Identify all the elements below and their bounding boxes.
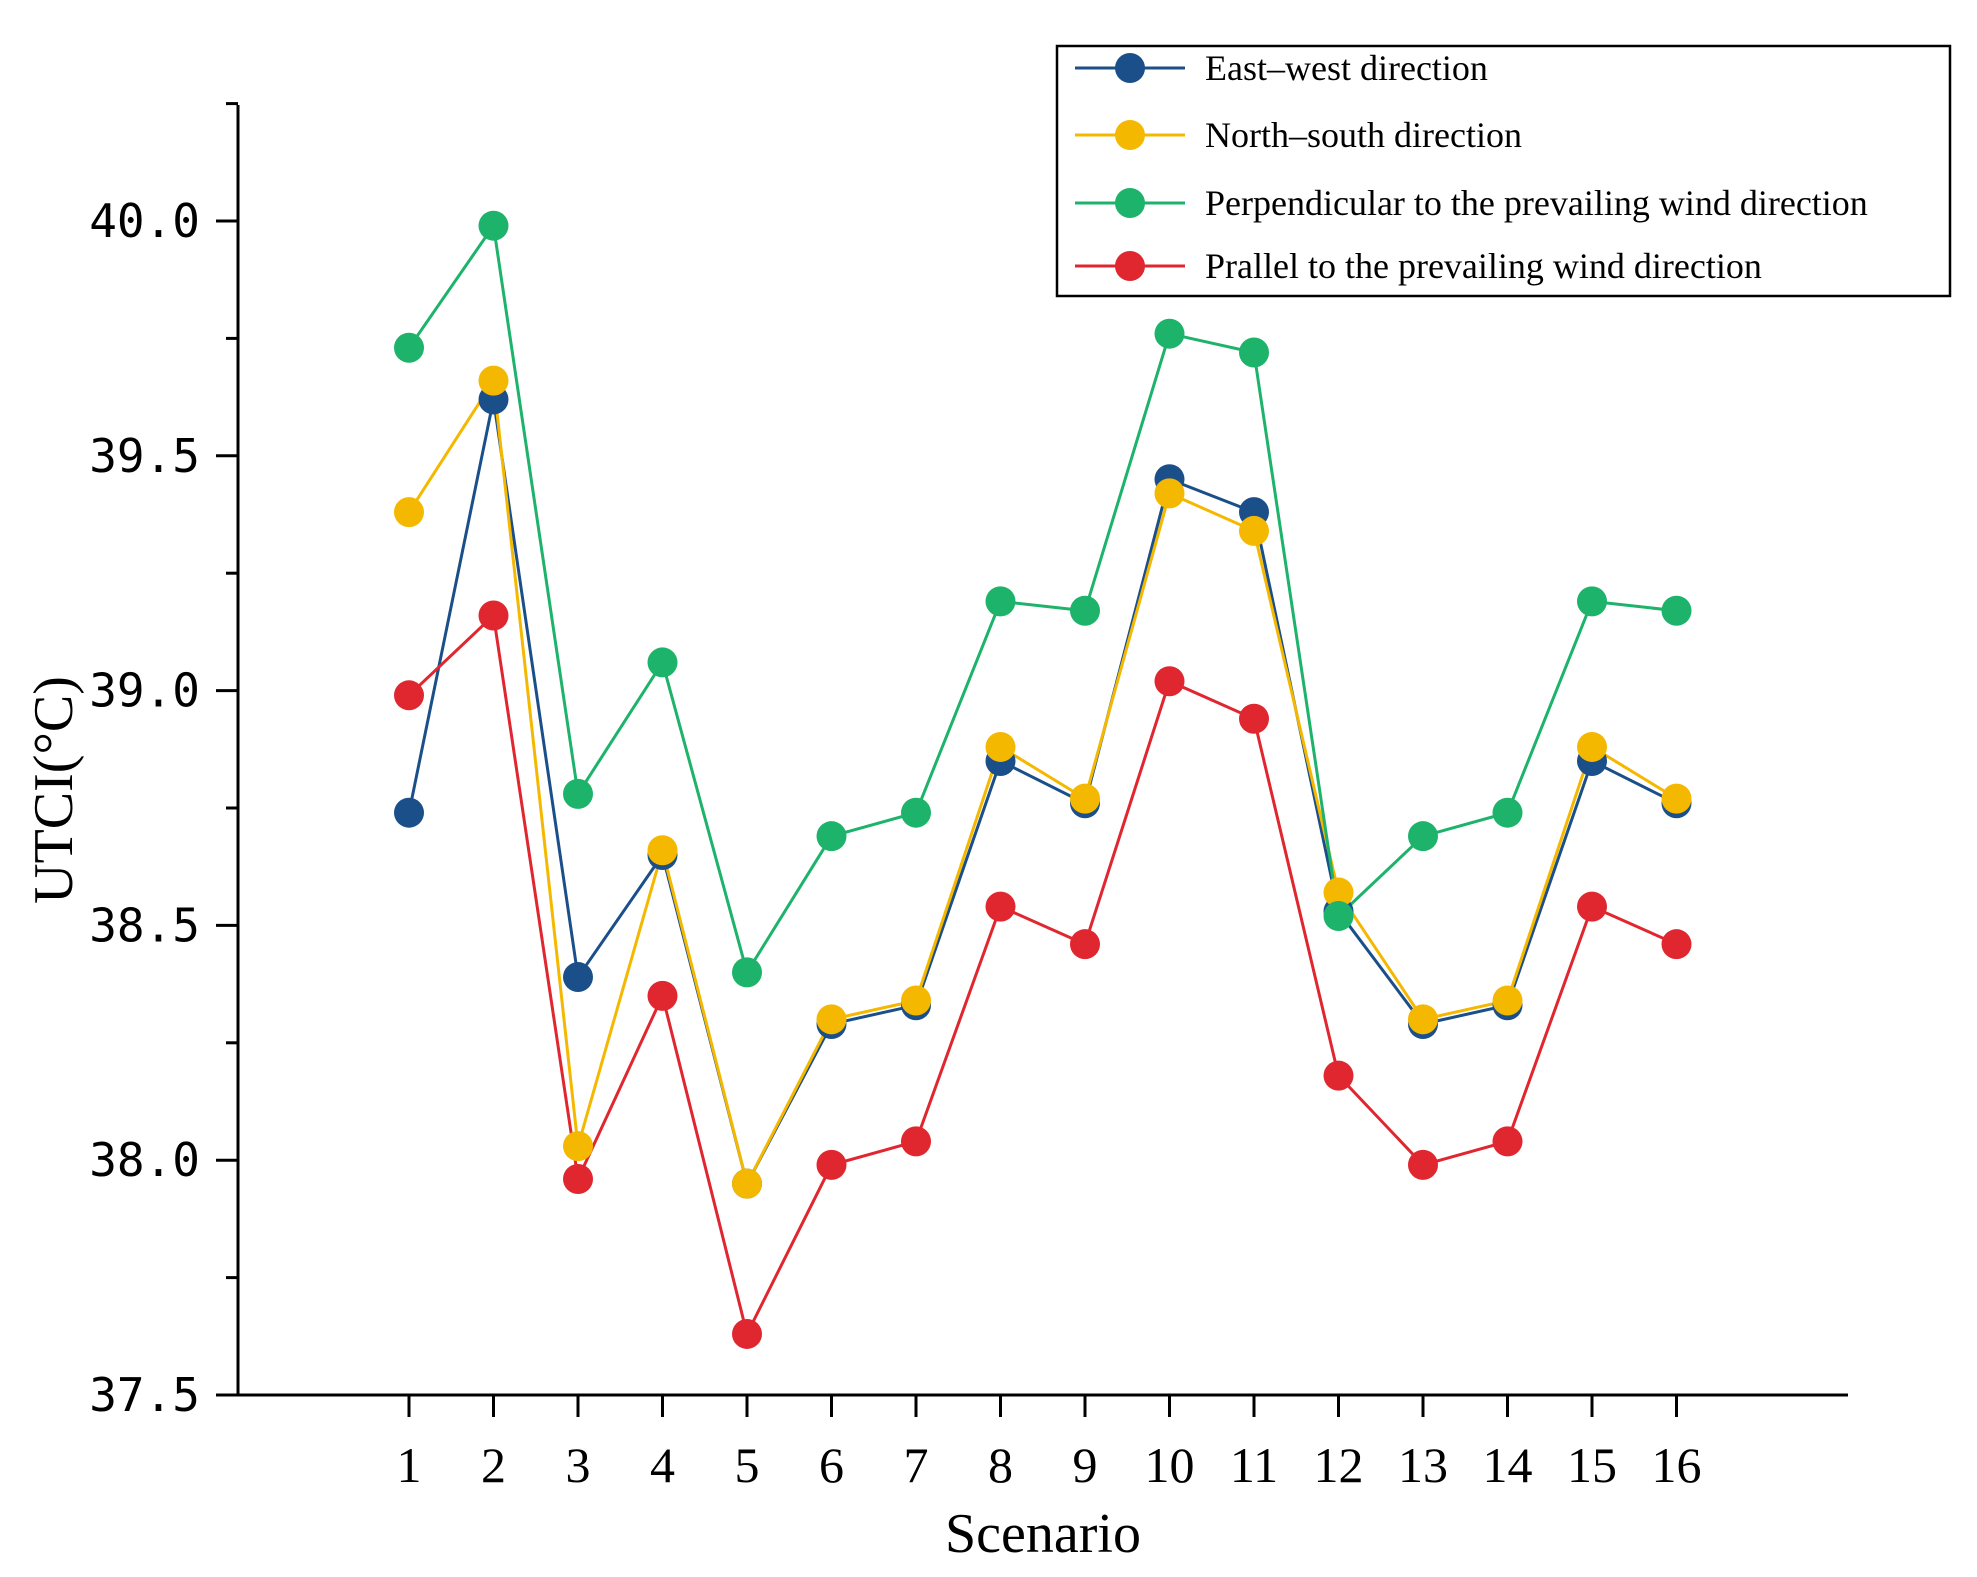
y-tick-label: 38.5	[89, 898, 200, 952]
series-4-point	[1239, 703, 1269, 734]
x-tick-label: 10	[1145, 1437, 1195, 1493]
legend-label-3: Perpendicular to the prevailing wind dir…	[1205, 183, 1868, 223]
legend-label-1: East–west direction	[1205, 48, 1488, 88]
legend-marker-2	[1115, 120, 1145, 150]
x-tick-label: 3	[566, 1437, 591, 1493]
series-2-point	[816, 1004, 847, 1035]
series-2-point	[732, 1168, 762, 1199]
series-line-1	[407, 399, 1678, 1188]
y-tick-label: 39.0	[89, 664, 200, 718]
series-2-point	[394, 497, 424, 528]
y-ticks: 37.5 38.0 38.5 39.0 39.5 40.0	[89, 102, 238, 1422]
y-tick-label: 39.5	[89, 429, 200, 483]
x-tick-label: 9	[1073, 1437, 1098, 1493]
y-tick-label: 37.5	[89, 1368, 200, 1422]
series-3-point	[816, 821, 847, 852]
x-axis-title: Scenario	[945, 1503, 1141, 1565]
series-4-point	[647, 980, 678, 1011]
series-4-point	[816, 1149, 847, 1180]
series-2-point	[1239, 515, 1269, 546]
series-4-point	[1408, 1149, 1438, 1180]
series-3-point	[563, 778, 593, 809]
y-tick-label: 38.0	[89, 1133, 200, 1187]
legend-label-2: North–south direction	[1205, 115, 1522, 155]
series-2-point	[1577, 731, 1607, 762]
series-1-point	[394, 797, 424, 828]
x-tick-label: 14	[1483, 1437, 1533, 1493]
series-4-point	[1577, 891, 1607, 922]
series-2-point	[1661, 783, 1692, 814]
series-2-point	[1070, 783, 1100, 814]
series-3-point	[1661, 595, 1692, 626]
series-4-point	[1492, 1126, 1523, 1157]
legend-label-4: Prallel to the prevailing wind direction	[1205, 246, 1762, 286]
x-tick-label: 4	[650, 1437, 675, 1493]
series-4-point	[1661, 929, 1692, 960]
series-4-point	[478, 600, 509, 631]
series-3-point	[394, 332, 424, 363]
series-line-3	[407, 221, 1677, 977]
series-4-point	[1070, 929, 1100, 960]
series-2-point	[1154, 478, 1185, 509]
x-tick-label: 15	[1567, 1437, 1617, 1493]
series-2-point	[985, 731, 1016, 762]
legend: East–west direction North–south direction…	[1055, 44, 1952, 298]
legend-marker-3	[1115, 188, 1145, 218]
series-4-point	[1154, 666, 1185, 697]
legend-marker-4	[1115, 251, 1145, 281]
x-ticks: 1 2 3 4 5 6 7 8 9 10 11 12 13 14 15 16	[397, 1395, 1702, 1493]
x-tick-label: 11	[1230, 1437, 1278, 1493]
series-3-point	[1070, 595, 1100, 626]
series-3-point	[732, 957, 762, 988]
series-4-point	[732, 1318, 762, 1349]
series-2-point	[1408, 1004, 1438, 1035]
series-4-point	[985, 891, 1016, 922]
series-3-point	[1408, 821, 1438, 852]
series-3-point	[901, 797, 931, 828]
series-2-point	[563, 1131, 593, 1162]
series-4-point	[1323, 1060, 1354, 1091]
y-tick-label: 40.0	[89, 194, 200, 248]
x-tick-label: 2	[481, 1437, 506, 1493]
series-1-point	[563, 962, 593, 993]
series-2-point	[1323, 877, 1354, 908]
series-2-point	[478, 365, 509, 396]
series-4-point	[901, 1126, 931, 1157]
series-4-point	[394, 680, 424, 711]
legend-marker-1	[1115, 53, 1145, 83]
x-tick-label: 5	[735, 1437, 760, 1493]
x-tick-label: 8	[988, 1437, 1013, 1493]
series-2-point	[1492, 985, 1523, 1016]
series-3-point	[478, 210, 509, 241]
x-tick-label: 12	[1314, 1437, 1364, 1493]
series-3-point	[1492, 797, 1523, 828]
series-3-point	[985, 586, 1016, 617]
legend-box	[1055, 44, 1952, 298]
series-layer	[394, 210, 1692, 1349]
x-tick-label: 1	[397, 1437, 422, 1493]
x-tick-label: 13	[1398, 1437, 1448, 1493]
series-3-point	[1323, 901, 1354, 932]
x-tick-label: 16	[1652, 1437, 1702, 1493]
series-line-4	[407, 612, 1678, 1339]
series-4-point	[563, 1163, 593, 1194]
series-3-point	[1239, 337, 1269, 368]
x-tick-label: 7	[904, 1437, 929, 1493]
series-3-point	[1154, 318, 1185, 349]
x-tick-label: 6	[819, 1437, 844, 1493]
y-axis-title: UTCI(°C)	[23, 676, 85, 904]
series-3-point	[1577, 586, 1607, 617]
series-line-2	[407, 376, 1678, 1188]
series-2-point	[901, 985, 931, 1016]
series-2-point	[647, 835, 678, 866]
series-3-point	[647, 647, 678, 678]
